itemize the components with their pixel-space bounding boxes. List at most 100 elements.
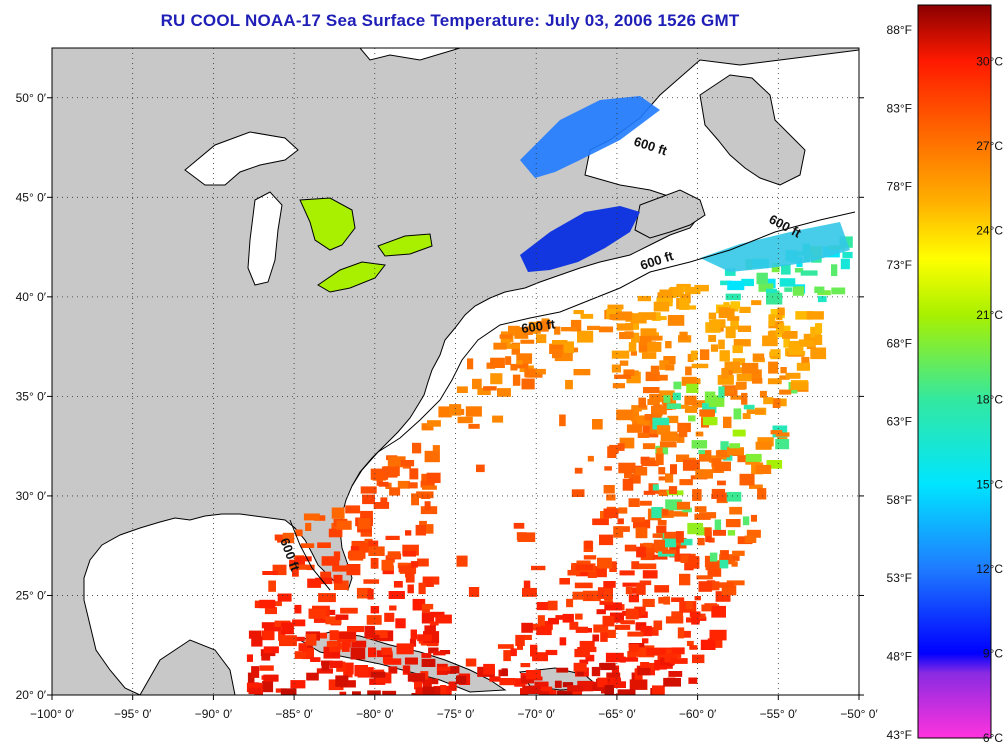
sst-pixel bbox=[281, 622, 294, 635]
sst-pixel bbox=[410, 629, 417, 640]
sst-pixel bbox=[503, 650, 511, 662]
sst-pixel bbox=[550, 345, 562, 351]
sst-pixel bbox=[368, 540, 379, 550]
sst-pixel bbox=[351, 540, 370, 553]
sst-pixel bbox=[510, 648, 517, 657]
fahrenheit-label: 58°F bbox=[887, 493, 912, 507]
georges-bank-water bbox=[700, 222, 850, 272]
sst-pixel bbox=[345, 505, 361, 514]
sst-pixel bbox=[637, 295, 651, 302]
sst-pixel bbox=[356, 587, 372, 599]
sst-pixel bbox=[628, 594, 639, 603]
sst-pixel bbox=[613, 526, 624, 538]
sst-pixel bbox=[796, 362, 810, 371]
sst-pixel bbox=[289, 559, 305, 568]
sst-pixel bbox=[300, 543, 315, 548]
sst-pixel bbox=[554, 326, 561, 335]
sst-pixel bbox=[559, 414, 566, 427]
sst-pixel bbox=[370, 606, 380, 614]
sst-pixel bbox=[642, 638, 649, 644]
sst-pixel bbox=[694, 284, 709, 292]
sst-pixel bbox=[640, 662, 650, 673]
sst-pixel bbox=[649, 394, 661, 402]
sst-pixel bbox=[658, 597, 666, 604]
bathymetry-contour bbox=[289, 211, 856, 591]
sst-pixel bbox=[622, 582, 640, 587]
sst-pixel bbox=[734, 339, 745, 345]
sst-pixel bbox=[493, 342, 507, 350]
sst-pixel bbox=[573, 662, 587, 672]
sst-pixel bbox=[517, 532, 536, 542]
sst-pixel bbox=[730, 301, 741, 309]
axis-ticks: −100° 0′ −95° 0′ −90° 0′ −85° 0′ −80° 0′ −75°… bbox=[16, 91, 879, 721]
sst-pixel bbox=[600, 630, 608, 642]
sst-pixel bbox=[768, 361, 779, 374]
sst-pixel bbox=[536, 626, 552, 636]
sst-pixel bbox=[438, 406, 452, 418]
sst-pixel bbox=[737, 325, 752, 332]
sst-pixel bbox=[718, 386, 725, 398]
sst-pixel bbox=[336, 520, 352, 530]
sst-pixel bbox=[352, 691, 361, 695]
sst-pixel bbox=[457, 416, 473, 424]
sst-pixel bbox=[640, 328, 657, 339]
sst-pixel bbox=[630, 411, 639, 422]
sst-pixel bbox=[717, 480, 726, 486]
sst-pixel bbox=[531, 565, 546, 571]
sst-pixel bbox=[686, 383, 699, 393]
sst-pixel bbox=[248, 630, 262, 639]
sst-pixel bbox=[642, 443, 656, 450]
sst-pixel bbox=[514, 678, 526, 687]
sst-pixel bbox=[332, 565, 350, 572]
longitude-label: −65° 0′ bbox=[598, 707, 636, 721]
sst-pixel bbox=[618, 507, 628, 514]
sst-pixel bbox=[520, 339, 535, 344]
sst-pixel bbox=[574, 582, 593, 589]
sst-pixel bbox=[389, 487, 401, 496]
fahrenheit-label: 53°F bbox=[887, 571, 912, 585]
sst-pixel bbox=[642, 570, 658, 579]
sst-pixel bbox=[732, 429, 746, 437]
sst-pixel bbox=[499, 334, 513, 339]
sst-pixel bbox=[743, 404, 755, 410]
sst-pixel bbox=[732, 345, 743, 354]
st-lawrence-water bbox=[520, 96, 660, 178]
sst-pixel bbox=[505, 356, 512, 365]
sst-pixel bbox=[636, 546, 646, 558]
sst-pixel bbox=[704, 391, 716, 404]
sst-pixel bbox=[476, 464, 485, 473]
sst-pixel bbox=[682, 459, 700, 471]
sst-pixel bbox=[694, 506, 707, 512]
sst-pixel bbox=[465, 658, 477, 667]
sst-pixel bbox=[383, 658, 402, 665]
sst-pixel bbox=[671, 511, 688, 517]
sst-pixel bbox=[316, 668, 333, 674]
sst-pixel bbox=[409, 468, 419, 480]
sst-pixel bbox=[334, 580, 349, 590]
sst-pixel bbox=[725, 326, 736, 339]
sst-pixel bbox=[504, 343, 520, 349]
sst-pixel bbox=[627, 631, 644, 637]
sst-pixel bbox=[685, 366, 692, 376]
sst-pixel bbox=[617, 443, 625, 451]
sst-pixel bbox=[396, 643, 414, 655]
sst-pixel bbox=[724, 361, 741, 371]
sst-pixel bbox=[492, 415, 504, 423]
sst-pixel bbox=[699, 349, 710, 360]
sst-pixel bbox=[350, 647, 366, 660]
sst-pixel bbox=[579, 659, 589, 665]
sst-pixel bbox=[593, 624, 609, 633]
sst-pixel bbox=[788, 340, 804, 352]
sst-pixel bbox=[370, 468, 389, 480]
sst-pixel bbox=[720, 280, 732, 286]
sst-pixel bbox=[603, 508, 619, 518]
sst-pixel bbox=[591, 684, 605, 690]
sst-pixel bbox=[259, 599, 276, 609]
sst-pixel bbox=[536, 602, 554, 611]
sst-pixel bbox=[650, 335, 663, 341]
sst-pixel bbox=[405, 572, 415, 583]
sst-pixel bbox=[306, 564, 315, 571]
sst-pixel bbox=[628, 498, 640, 507]
sst-pixel bbox=[346, 564, 361, 576]
